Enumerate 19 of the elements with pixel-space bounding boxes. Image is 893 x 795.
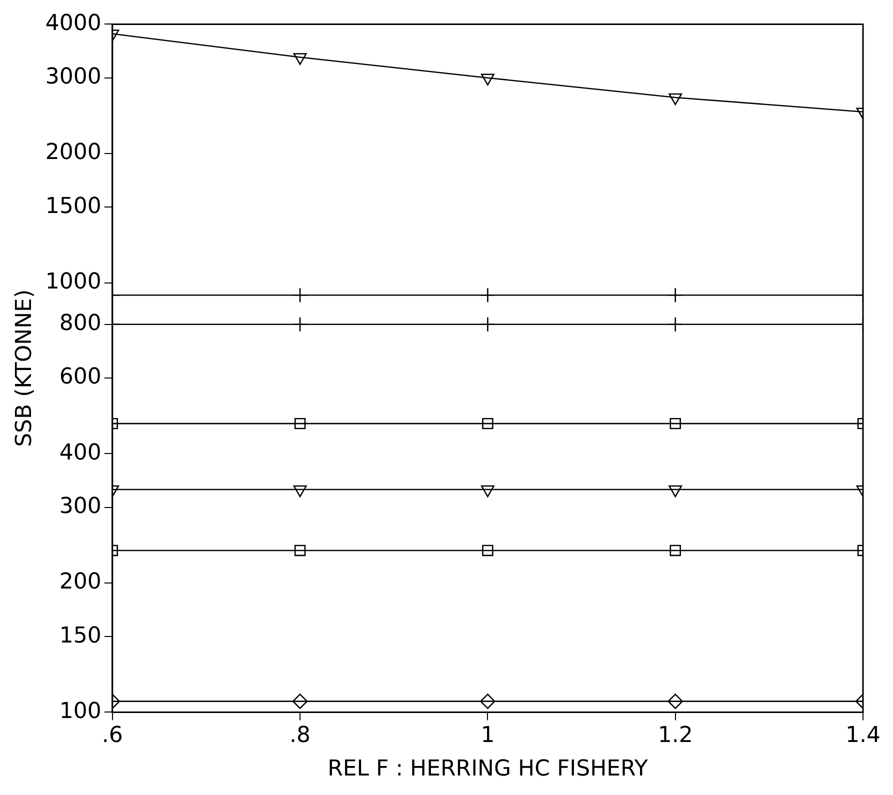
- y-axis-title: SSB (KTONNE): [12, 289, 37, 447]
- y-tick-label: 300: [59, 494, 102, 520]
- y-tick-label: 4000: [45, 10, 102, 36]
- x-tick-label: 1.2: [658, 723, 693, 748]
- y-tick-label: 1000: [45, 269, 102, 294]
- x-tick-label: .8: [290, 723, 311, 748]
- x-tick-label: 1.4: [846, 723, 880, 748]
- y-tick-label: 1500: [45, 194, 102, 219]
- x-tick-label: .6: [102, 723, 123, 748]
- y-tick-label: 2000: [45, 140, 102, 166]
- y-tick-label: 200: [59, 570, 102, 595]
- y-tick-label: 150: [59, 623, 102, 648]
- y-tick-label: 100: [59, 698, 102, 724]
- y-tick-label: 600: [59, 364, 102, 390]
- y-tick-label: 800: [59, 311, 102, 336]
- x-tick-label: 1: [480, 723, 495, 748]
- x-axis-title: REL F : HERRING HC FISHERY: [328, 756, 648, 782]
- y-tick-label: 400: [59, 440, 102, 466]
- y-tick-label: 3000: [45, 64, 102, 90]
